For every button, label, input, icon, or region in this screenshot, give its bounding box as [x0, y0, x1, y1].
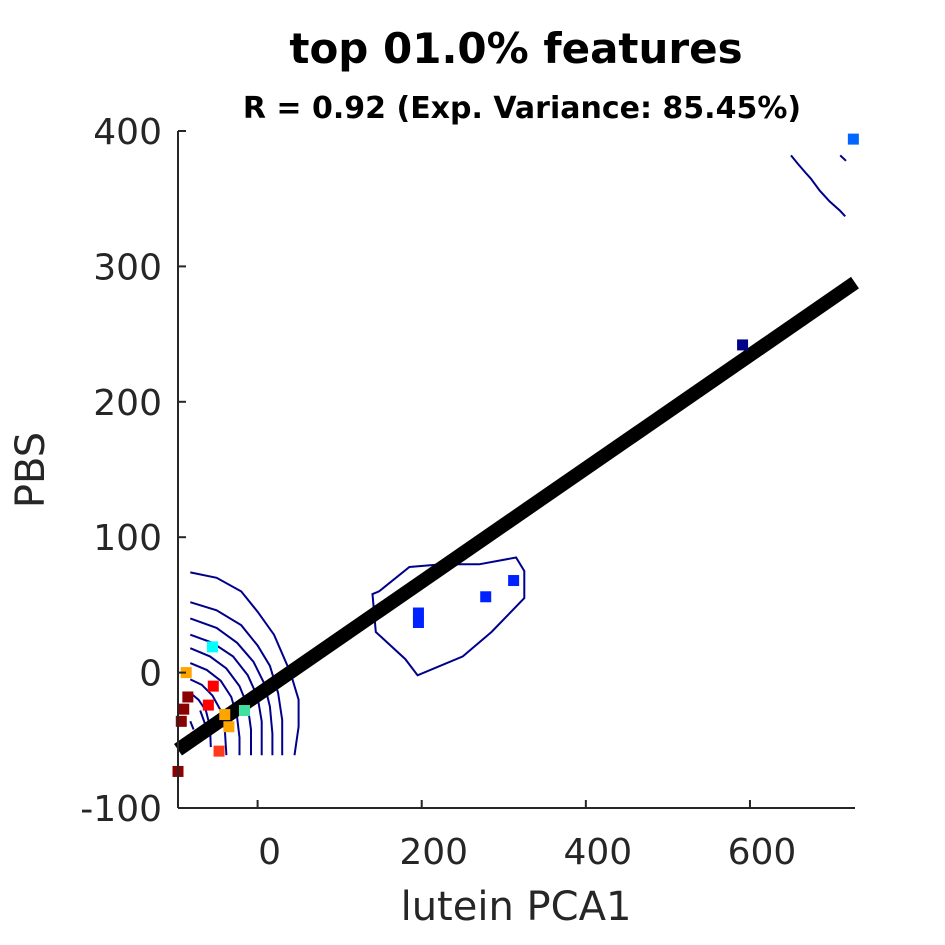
regression-line — [174, 276, 859, 756]
data-point-1 — [175, 715, 187, 727]
data-point-11 — [238, 705, 250, 717]
data-point-2 — [178, 703, 190, 715]
chart-subtitle: R = 0.92 (Exp. Variance: 85.45%) — [243, 91, 801, 126]
y-tick-label-3: 200 — [93, 383, 162, 424]
y-axis-label: PBS — [8, 432, 54, 508]
data-point-4 — [180, 667, 192, 679]
contour-line-2 — [190, 601, 284, 756]
contour-line-12 — [839, 154, 847, 162]
contour-line-3 — [189, 617, 274, 756]
x-tick-label-3: 600 — [728, 832, 797, 873]
x-tick-label-0: 0 — [258, 832, 281, 873]
data-point-5 — [202, 699, 214, 711]
y-tick-label-4: 300 — [93, 247, 162, 288]
contour-line-6 — [189, 662, 241, 756]
y-tick-label-2: 100 — [93, 518, 162, 559]
contour-line-10 — [189, 720, 195, 730]
y-tick-label-0: -100 — [80, 789, 162, 830]
data-point-14 — [480, 591, 492, 603]
data-point-12 — [412, 607, 424, 619]
regression-line-group — [174, 276, 859, 756]
data-point-17 — [847, 133, 859, 145]
data-point-7 — [206, 641, 218, 653]
chart-title: top 01.0% features — [289, 24, 742, 73]
x-axis-label: lutein PCA1 — [401, 884, 632, 930]
contour-line-1 — [190, 571, 300, 756]
x-tick-label-2: 400 — [563, 832, 632, 873]
x-tick-label-1: 200 — [399, 832, 468, 873]
y-tick-label-5: 400 — [93, 112, 162, 153]
contour-line-7 — [189, 678, 228, 756]
data-point-9 — [219, 709, 231, 721]
x-ticks: 0 200 400 600 — [256, 800, 797, 873]
density-contours — [189, 154, 847, 756]
data-point-15 — [508, 575, 520, 587]
data-point-3 — [182, 691, 194, 703]
contour-line-0 — [371, 556, 526, 677]
y-ticks: -100 0 100 200 300 400 — [80, 112, 186, 830]
data-point-8 — [213, 745, 225, 757]
axes — [177, 131, 855, 809]
y-tick-label-1: 0 — [139, 654, 162, 695]
data-point-13 — [412, 617, 424, 629]
contour-line-11 — [790, 154, 846, 217]
data-point-16 — [737, 339, 749, 351]
data-point-10 — [223, 721, 235, 733]
data-point-6 — [207, 680, 219, 692]
contour-line-9 — [199, 710, 207, 725]
data-points — [172, 133, 859, 777]
contour-line-5 — [189, 647, 252, 756]
